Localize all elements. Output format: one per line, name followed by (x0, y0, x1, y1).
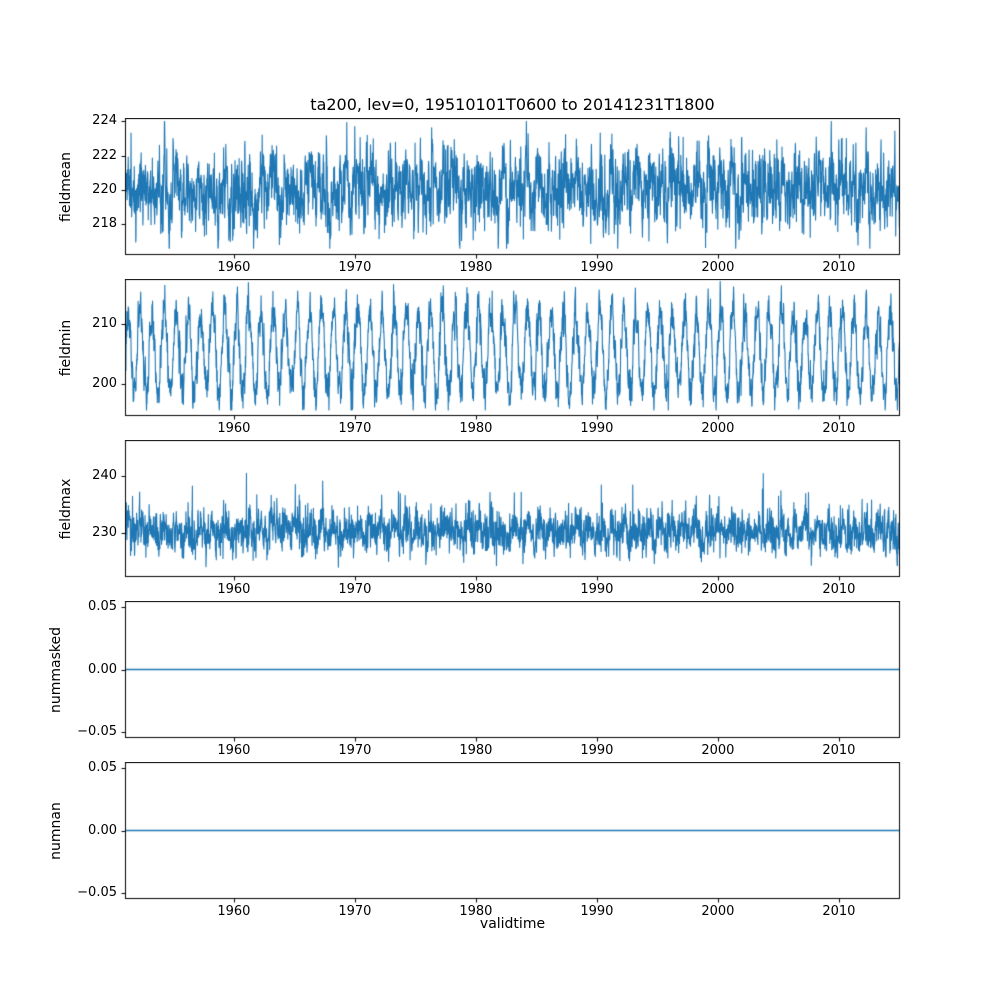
x-tick-label: 1990 (580, 260, 614, 275)
x-tick-label: 2010 (822, 904, 856, 919)
x-tick-label: 1990 (580, 582, 614, 597)
plot-area-fieldmin (119, 279, 902, 422)
y-tick-label: 0.05 (88, 599, 117, 615)
x-tick-label: 1990 (580, 743, 614, 758)
y-tick-label: 0.00 (88, 661, 117, 677)
x-tick-label: 2010 (822, 582, 856, 597)
x-tick-label: 1990 (580, 904, 614, 919)
subplot-fieldmean: fieldmean 218 220 222 224 1960 1970 1980 1990 2… (0, 113, 1000, 278)
x-tick-label: 1960 (217, 743, 251, 758)
x-tick-label: 2000 (701, 904, 735, 919)
x-tick-label: 1970 (338, 260, 372, 275)
x-tick-label: 1980 (459, 904, 493, 919)
y-tick-label: −0.05 (77, 723, 117, 739)
x-tick-label: 1960 (217, 582, 251, 597)
x-tick-label: 2010 (822, 260, 856, 275)
plot-area-fieldmean (119, 118, 902, 261)
y-tick-label: 220 (92, 181, 117, 197)
y-tick-label: 0.05 (88, 760, 117, 776)
y-tick-label: 240 (92, 467, 117, 483)
x-tick-label: 2000 (701, 260, 735, 275)
y-tick-label: 222 (92, 147, 117, 163)
subplot-numnan: numnan 0.05 0.00 −0.05 1960 1970 1980 1990 200… (0, 760, 1000, 922)
x-tick-label: 2000 (701, 421, 735, 436)
x-tick-label: 2010 (822, 743, 856, 758)
x-tick-label: 2000 (701, 743, 735, 758)
plot-area-numnan (119, 762, 902, 905)
x-tick-label: 1980 (459, 743, 493, 758)
y-tick-label: 0.00 (88, 822, 117, 838)
x-tick-label: 1960 (217, 260, 251, 275)
x-tick-label: 1970 (338, 421, 372, 436)
x-axis-label: validtime (479, 916, 546, 932)
y-tick-label: 230 (92, 525, 117, 541)
x-tick-label: 1980 (459, 421, 493, 436)
x-tick-label: 1960 (217, 421, 251, 436)
x-tick-label: 1970 (338, 904, 372, 919)
subplot-nummasked: nummasked 0.05 0.00 −0.05 1960 1970 1980 1990… (0, 599, 1000, 761)
x-tick-label: 1960 (217, 904, 251, 919)
y-tick-label: 218 (92, 216, 117, 232)
x-tick-label: 2010 (822, 421, 856, 436)
y-tick-label: −0.05 (77, 884, 117, 900)
y-tick-label: 200 (92, 376, 117, 392)
y-tick-label: 210 (92, 316, 117, 332)
x-tick-label: 1980 (459, 582, 493, 597)
subplot-fieldmax: fieldmax 230 240 1960 1970 1980 1990 2000 2010 (0, 440, 1000, 600)
x-tick-label: 1970 (338, 743, 372, 758)
x-tick-label: 1980 (459, 260, 493, 275)
figure-title: ta200, lev=0, 19510101T0600 to 20141231T… (310, 95, 715, 114)
y-tick-label: 224 (92, 113, 117, 129)
x-tick-label: 1990 (580, 421, 614, 436)
x-tick-label: 1970 (338, 582, 372, 597)
plot-area-fieldmax (119, 440, 902, 583)
x-tick-label: 2000 (701, 582, 735, 597)
plot-area-nummasked (119, 601, 902, 744)
subplot-fieldmin: fieldmin 200 210 1960 1970 1980 1990 2000 2010 (0, 279, 1000, 439)
